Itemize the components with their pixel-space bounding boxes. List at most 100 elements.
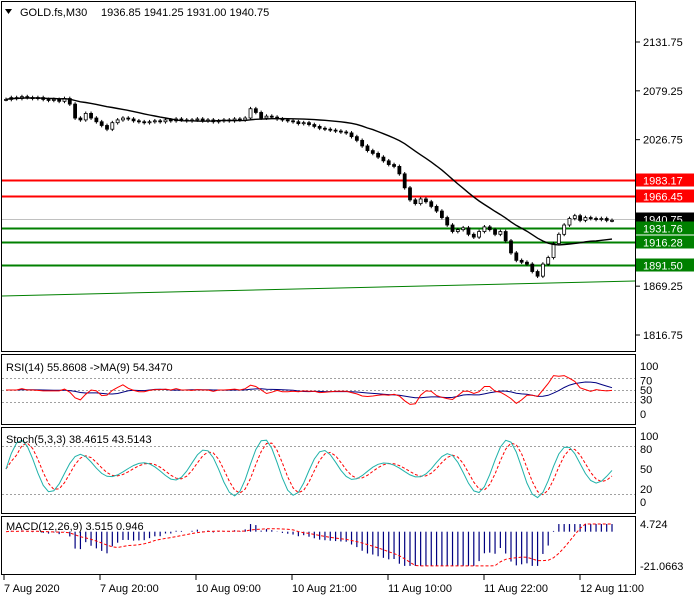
candle-body [530, 263, 535, 272]
candle-body [83, 112, 88, 121]
candle-body [514, 252, 519, 261]
level-price-box [636, 173, 694, 187]
candle-body [142, 121, 147, 124]
candle-body [503, 231, 508, 242]
candle-body [89, 112, 93, 119]
rsi-ma-line [6, 381, 613, 399]
macd-axis: 4.724 -21.0663 [640, 519, 683, 573]
time-tick-label: 10 Aug 21:00 [292, 583, 357, 595]
candle-body [4, 99, 8, 101]
candle-body [567, 218, 572, 226]
stoch-main-line [5, 439, 613, 499]
rsi-title: RSI(14) 55.8608 ->MA(9) 54.3470 [6, 362, 173, 374]
candle-body [599, 218, 604, 220]
candle-body [344, 131, 349, 134]
level-price-box [636, 221, 694, 235]
candle-body [158, 120, 163, 123]
candle-body [482, 226, 487, 232]
candle-body [434, 206, 439, 212]
candle-body [562, 224, 567, 235]
candle-body [381, 156, 386, 162]
stoch-title: Stoch(5,3,3) 38.4615 43.5143 [6, 434, 152, 446]
candle-body [317, 126, 322, 129]
candle-body [487, 226, 492, 231]
level-price-label: 1966.45 [643, 192, 683, 204]
candle-body [131, 118, 136, 122]
candle-body [296, 121, 301, 125]
candle-body [466, 227, 471, 235]
candle-body [578, 215, 583, 221]
candle-body [323, 127, 327, 130]
candle-body [540, 263, 545, 277]
candle-body [105, 125, 109, 130]
candle-body [450, 224, 455, 232]
candle-body [546, 257, 551, 265]
rsi-line [6, 375, 613, 405]
rsi-tick-label: 100 [640, 361, 658, 373]
moving-average-line [5, 97, 613, 246]
candle-body [259, 112, 264, 119]
level-price-label: 1916.28 [643, 238, 683, 250]
candle-body [583, 217, 588, 221]
macd-title: MACD(12,26,9) 3.515 0.946 [6, 521, 144, 533]
candle-body [588, 217, 593, 219]
time-tick-label: 12 Aug 11:00 [580, 583, 644, 595]
time-axis: 7 Aug 2020 7 Aug 20:00 10 Aug 09:00 10 Aug … [3, 575, 644, 595]
ohlc-values: 1936.85 1941.25 1931.00 1940.75 [101, 7, 269, 19]
price-pane-frame [1, 1, 636, 352]
candle-body [418, 198, 423, 205]
rsi-tick-label: 0 [640, 409, 646, 421]
candle-body [285, 119, 290, 122]
candle-body [136, 120, 141, 123]
price-tick-label: 2026.75 [643, 135, 683, 147]
time-tick-label: 7 Aug 20:00 [100, 583, 159, 595]
macd-pane-frame [1, 516, 636, 575]
level-price-box [636, 189, 694, 203]
rsi-tick-label: 50 [640, 385, 652, 397]
rsi-tick-label: 70 [640, 375, 652, 387]
candle-body [253, 108, 258, 113]
macd-histogram [10, 524, 613, 566]
trend-line[interactable] [1, 280, 636, 297]
candle-body [349, 132, 354, 138]
candle-body [307, 122, 311, 125]
triangle-down-icon[interactable] [5, 9, 12, 14]
candle-body [291, 120, 295, 123]
candle-body [51, 99, 56, 101]
candle-body [312, 124, 317, 127]
candle-body [604, 218, 609, 221]
candle-body [354, 136, 359, 141]
candle-body [78, 117, 83, 121]
time-tick-label: 11 Aug 10:00 [388, 583, 452, 595]
candle-body [439, 210, 444, 218]
candle-body [126, 117, 131, 120]
candle-body [301, 122, 306, 125]
support-resistance-levels[interactable] [2, 179, 635, 267]
time-tick-label: 11 Aug 22:00 [484, 583, 548, 595]
macd-signal-line [5, 523, 612, 567]
candle-body [471, 233, 476, 238]
stoch-tick-label: 100 [640, 431, 658, 443]
candle-body [328, 128, 333, 131]
candle-body [57, 99, 62, 102]
symbol-timeframe: GOLD.fs,M30 [20, 7, 87, 19]
price-axis: 2131.752079.252026.751869.251816.751940.… [635, 37, 694, 342]
time-tick-label: 10 Aug 09:00 [196, 583, 261, 595]
candle-body [179, 118, 184, 121]
candle-body [445, 217, 450, 226]
candle-body [121, 117, 125, 121]
rsi-tick-label: 30 [640, 395, 652, 407]
candle-body [152, 120, 157, 123]
candle-body [147, 121, 152, 124]
rsi-pane-frame [1, 354, 636, 425]
candle-body [110, 122, 115, 130]
level-price-label: 1931.76 [643, 224, 683, 236]
candle-body [195, 118, 200, 121]
price-tick-label: 1869.25 [643, 281, 683, 293]
candle-body [572, 215, 577, 219]
candle-body [455, 229, 460, 232]
candle-body [333, 129, 338, 132]
candle-body [163, 119, 168, 123]
